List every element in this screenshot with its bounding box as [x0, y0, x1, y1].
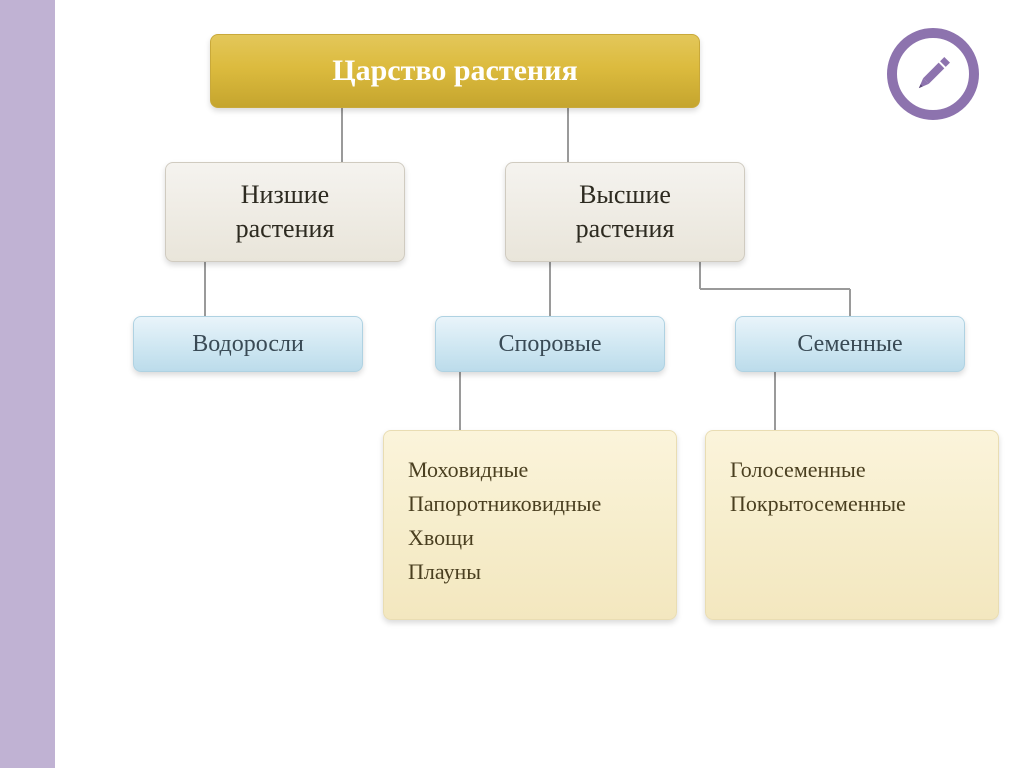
seed-node: Семенные — [735, 316, 965, 372]
connector — [204, 262, 206, 316]
left-sidebar — [0, 0, 55, 768]
leaf-line: Хвощи — [408, 521, 601, 555]
diagram-canvas: Царство растения Низшие растения Высшие … — [55, 0, 1024, 768]
algae-node: Водоросли — [133, 316, 363, 372]
pencil-icon — [887, 28, 979, 120]
leaf-line: Моховидные — [408, 453, 601, 487]
connector — [699, 262, 701, 289]
spore-label: Споровые — [499, 331, 602, 358]
connector — [341, 108, 343, 162]
higher-plants-node: Высшие растения — [505, 162, 745, 262]
leaf-line: Покрытосеменные — [730, 487, 906, 521]
seed-leaf-lines: ГолосеменныеПокрытосеменные — [730, 453, 906, 521]
higher-plants-label: Высшие растения — [576, 178, 675, 246]
connector — [459, 372, 461, 430]
seed-leaf-node: ГолосеменныеПокрытосеменные — [705, 430, 999, 620]
leaf-line: Плауны — [408, 555, 601, 589]
connector — [700, 288, 850, 290]
connector — [774, 372, 776, 430]
connector — [549, 262, 551, 316]
spore-leaf-lines: МоховидныеПапоротниковидныеХвощиПлауны — [408, 453, 601, 589]
lower-plants-node: Низшие растения — [165, 162, 405, 262]
root-node: Царство растения — [210, 34, 700, 108]
lower-plants-label: Низшие растения — [236, 178, 335, 246]
leaf-line: Голосеменные — [730, 453, 906, 487]
spore-leaf-node: МоховидныеПапоротниковидныеХвощиПлауны — [383, 430, 677, 620]
root-label: Царство растения — [332, 54, 577, 88]
seed-label: Семенные — [797, 331, 902, 358]
algae-label: Водоросли — [192, 331, 304, 358]
connector — [849, 289, 851, 316]
leaf-line: Папоротниковидные — [408, 487, 601, 521]
pencil-icon-svg — [908, 49, 958, 99]
connector — [567, 108, 569, 162]
spore-node: Споровые — [435, 316, 665, 372]
